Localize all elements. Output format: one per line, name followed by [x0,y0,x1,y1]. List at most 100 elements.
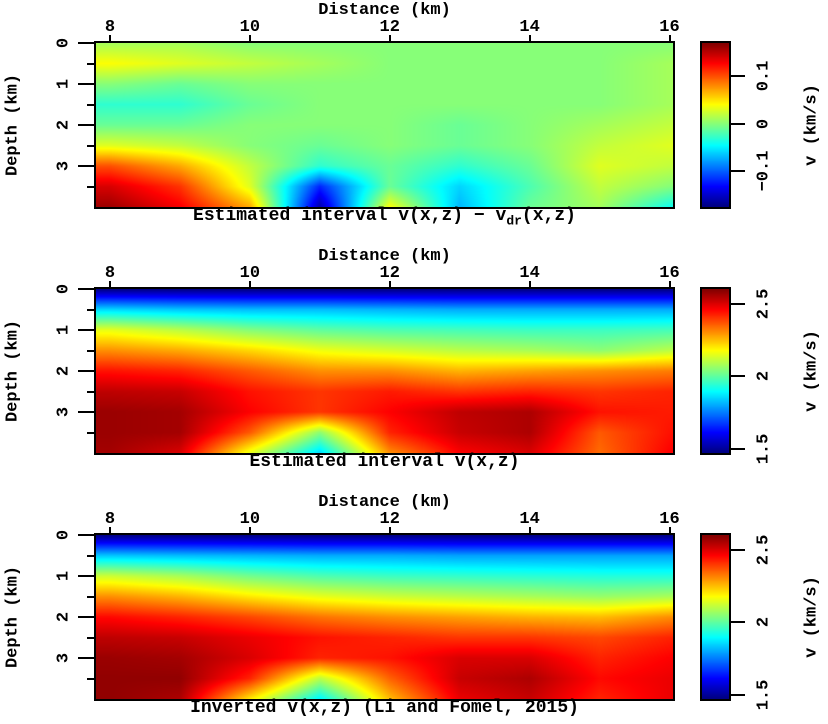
distance-tick-label: 8 [104,264,116,283]
depth-minor-tick-mark [87,185,96,188]
distance-tick-label: 14 [519,18,540,37]
colorbar-axis-title: v (km/s) [802,576,822,658]
panel-title-text: Estimated interval v(x,z) [249,452,520,472]
colorbar-axis-title: v (km/s) [802,84,822,166]
distance-tick-label: 14 [519,510,540,529]
depth-tick-label: 0 [54,529,74,541]
depth-minor-tick-mark [87,554,96,557]
depth-tick-label: 2 [54,119,74,131]
depth-tick-mark [78,657,96,659]
depth-tick-mark [78,288,96,290]
distance-tick-mark [248,281,251,289]
panel-title: Estimated interval v(x,z) [66,452,703,475]
distance-tick-label: 14 [519,264,540,283]
distance-tick-label: 10 [239,510,261,529]
colorbar-canvas [702,289,729,453]
distance-tick-label: 12 [379,510,400,529]
distance-tick-label: 16 [659,264,680,283]
colorbar-tick-label: 1.5 [754,433,774,464]
depth-tick-label: 0 [54,37,74,49]
colorbar-tick-mark [731,447,745,450]
distance-tick-mark [528,527,531,535]
depth-tick-label: 0 [54,283,74,295]
panel-section-inverted: Distance (km) Depth (km) Inverted v(x,z)… [0,492,828,724]
distance-tick-mark [528,281,531,289]
distance-axis-title: Distance (km) [318,247,451,266]
colorbar-tick-mark [731,375,745,378]
colorbar-tick-mark [731,621,745,624]
depth-tick-label: 3 [54,652,74,664]
distance-tick-mark [388,35,391,43]
panel-section-estimated: Distance (km) Depth (km) Estimated inter… [0,246,828,492]
colorbar-canvas [702,43,729,207]
depth-tick-mark [78,411,96,413]
depth-minor-tick-mark [87,144,96,147]
colorbar-canvas [702,535,729,699]
distance-tick-label: 12 [379,264,400,283]
distance-tick-mark [108,527,111,535]
distance-tick-label: 10 [239,264,261,283]
distance-tick-label: 8 [104,18,116,37]
distance-tick-mark [108,35,111,43]
depth-tick-mark [78,575,96,577]
distance-tick-mark [388,281,391,289]
distance-tick-label: 12 [379,18,400,37]
depth-tick-mark [78,124,96,126]
colorbar-tick-mark [731,75,745,78]
distance-tick-label: 10 [239,18,261,37]
depth-tick-mark [78,616,96,618]
colorbar-tick-label: 2.5 [754,288,774,319]
depth-minor-tick-mark [87,62,96,65]
distance-tick-mark [248,35,251,43]
depth-tick-label: 2 [54,611,74,623]
colorbar [700,533,731,701]
depth-axis-title: Depth (km) [3,565,23,669]
depth-tick-mark [78,83,96,85]
depth-tick-label: 1 [54,78,74,90]
panel-title: Estimated interval v(x,z) − vdr(x,z) [66,206,703,229]
colorbar-tick-label: 0 [754,118,774,129]
distance-tick-label: 16 [659,510,680,529]
depth-minor-tick-mark [87,308,96,311]
depth-tick-mark [78,42,96,44]
distance-axis-title: Distance (km) [318,1,451,20]
colorbar-tick-mark [731,548,745,551]
colorbar-tick-mark [731,302,745,305]
depth-axis-title: Depth (km) [3,73,23,177]
depth-minor-tick-mark [87,103,96,106]
distance-tick-mark [528,35,531,43]
colorbar [700,41,731,209]
colorbar-tick-label: 2.5 [754,534,774,565]
distance-tick-mark [668,35,671,43]
depth-tick-mark [78,165,96,167]
distance-tick-mark [668,527,671,535]
panel-title-text: Estimated interval v(x,z) − v [193,206,507,226]
depth-minor-tick-mark [87,677,96,680]
panel-title-subscript: dr [506,213,522,229]
colorbar-axis-title: v (km/s) [802,330,822,412]
panel-section-difference: Distance (km) Depth (km) Estimated inter… [0,0,828,246]
colorbar-tick-mark [731,170,745,173]
colorbar-tick-mark [731,693,745,696]
colorbar-tick-mark [731,122,745,125]
panel-title-text: (x,z) [521,206,576,226]
distance-tick-label: 8 [104,510,116,529]
depth-minor-tick-mark [87,431,96,434]
depth-minor-tick-mark [87,390,96,393]
distance-tick-mark [248,527,251,535]
panel-title-text: Inverted v(x,z) (Li and Fomel, 2015) [190,698,579,718]
heatmap-canvas [96,289,673,453]
distance-tick-mark [388,527,391,535]
heatmap-plot [94,287,675,455]
colorbar-tick-label: 2 [754,370,774,382]
depth-tick-mark [78,329,96,331]
distance-tick-mark [668,281,671,289]
depth-tick-mark [78,370,96,372]
colorbar-tick-label: 2 [754,616,774,628]
depth-tick-mark [78,534,96,536]
heatmap-canvas [96,43,673,207]
panel-title: Inverted v(x,z) (Li and Fomel, 2015) [66,698,703,721]
heatmap-canvas [96,535,673,699]
depth-tick-label: 2 [54,365,74,377]
